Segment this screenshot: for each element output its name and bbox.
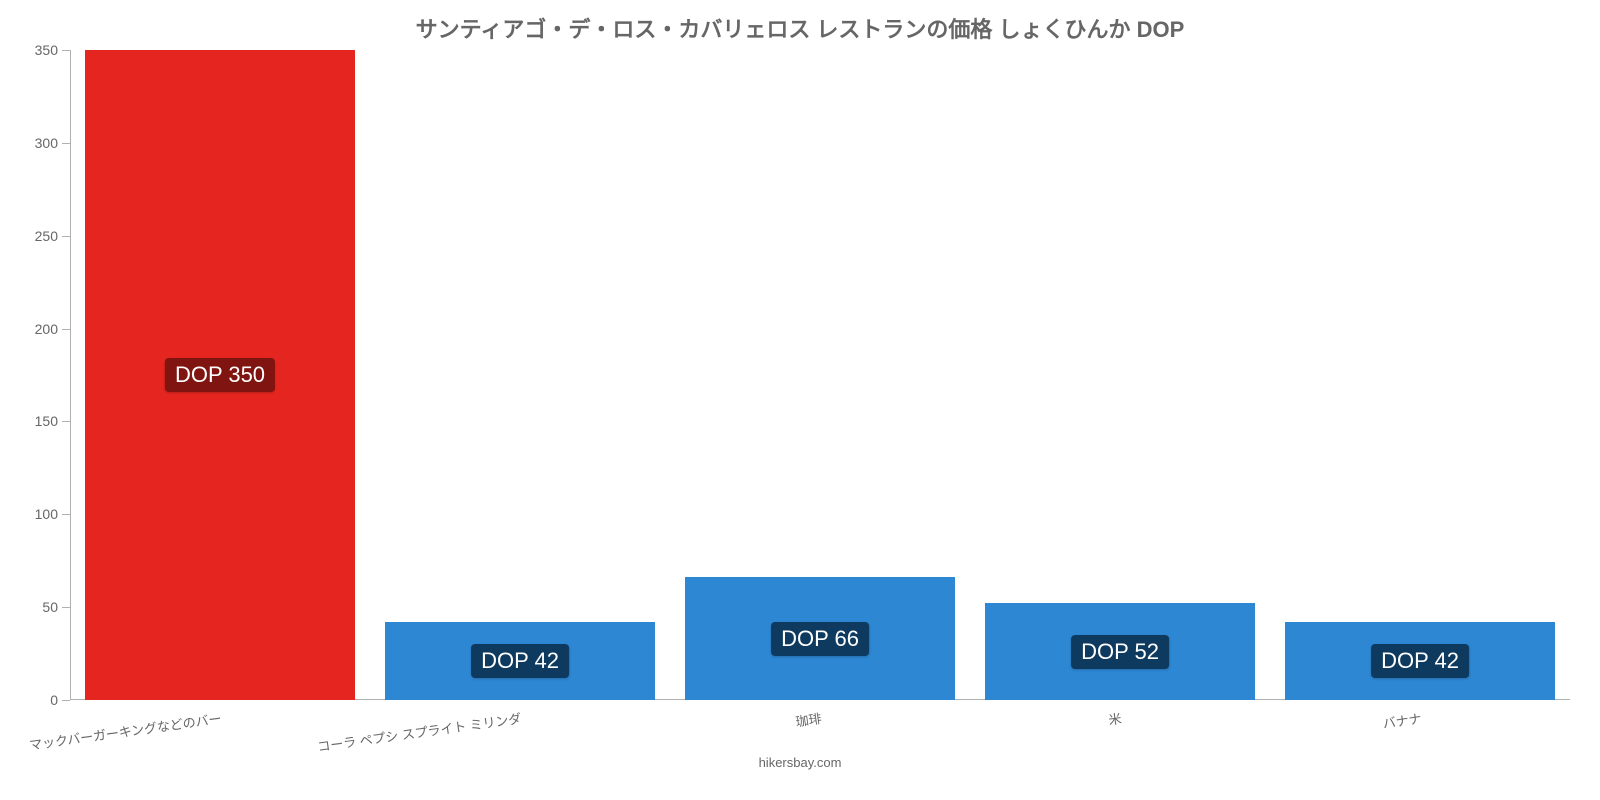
x-category-label: マックバーガーキングなどのバー (28, 708, 223, 754)
chart-source: hikersbay.com (0, 755, 1600, 770)
y-tick-label: 0 (50, 692, 70, 708)
x-category-label: 米 (1107, 708, 1123, 729)
bar-value-label: DOP 66 (771, 622, 869, 656)
y-tick-label: 350 (35, 42, 70, 58)
x-category-label: 珈琲 (794, 708, 822, 730)
x-category-label: コーラ ペプシ スプライト ミリンダ (316, 708, 522, 755)
y-tick-label: 250 (35, 228, 70, 244)
chart-title: サンティアゴ・デ・ロス・カバリェロス レストランの価格 しょくひんか DOP (0, 12, 1600, 44)
x-category-label: バナナ (1381, 708, 1422, 732)
y-axis (70, 50, 71, 700)
bar-value-label: DOP 52 (1071, 635, 1169, 669)
bar-value-label: DOP 42 (1371, 644, 1469, 678)
y-tick-label: 150 (35, 413, 70, 429)
plot-area: 050100150200250300350DOP 350マックバーガーキングなど… (70, 50, 1570, 700)
price-chart: サンティアゴ・デ・ロス・カバリェロス レストランの価格 しょくひんか DOP 0… (0, 0, 1600, 800)
bar-value-label: DOP 350 (165, 358, 275, 392)
y-tick-label: 50 (42, 599, 70, 615)
bar-value-label: DOP 42 (471, 644, 569, 678)
y-tick-label: 100 (35, 506, 70, 522)
y-tick-label: 200 (35, 321, 70, 337)
y-tick-label: 300 (35, 135, 70, 151)
